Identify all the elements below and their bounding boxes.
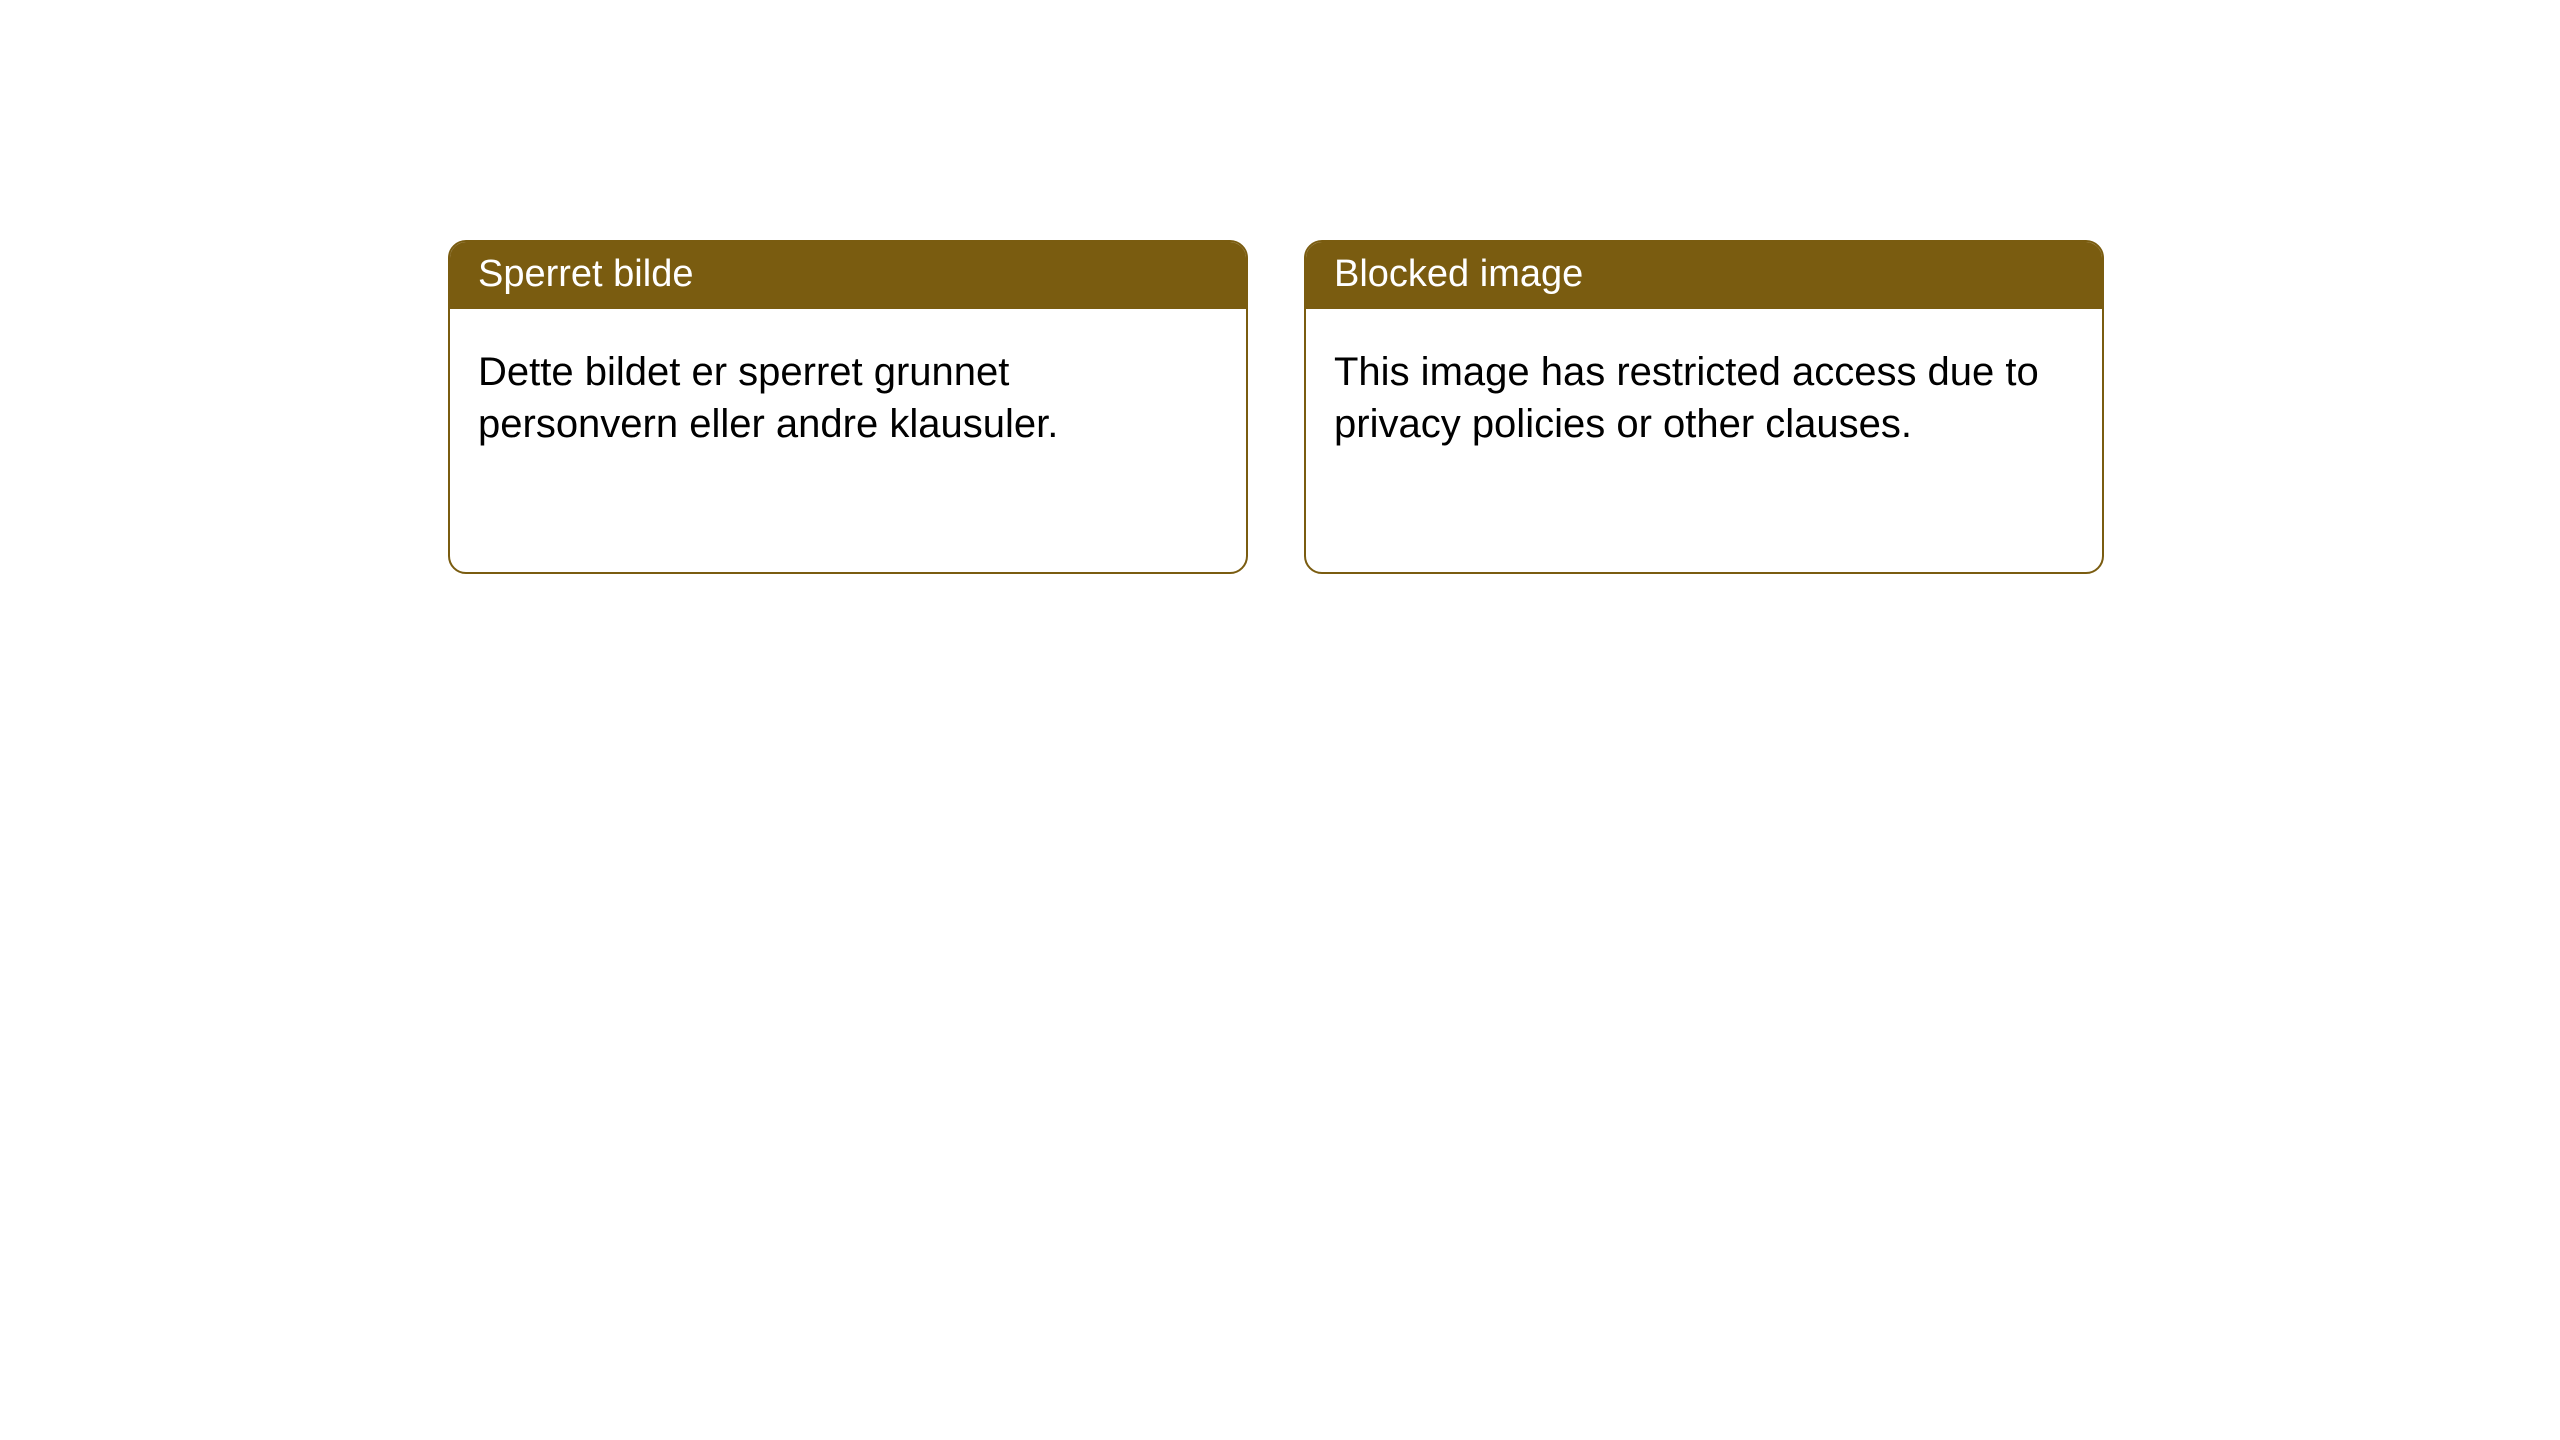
blocked-image-card-no: Sperret bilde Dette bildet er sperret gr…	[448, 240, 1248, 574]
card-header: Sperret bilde	[450, 242, 1246, 309]
card-body-text: Dette bildet er sperret grunnet personve…	[478, 350, 1058, 445]
notice-container: Sperret bilde Dette bildet er sperret gr…	[0, 0, 2560, 574]
card-body: Dette bildet er sperret grunnet personve…	[450, 309, 1246, 477]
blocked-image-card-en: Blocked image This image has restricted …	[1304, 240, 2104, 574]
card-header: Blocked image	[1306, 242, 2102, 309]
card-title: Sperret bilde	[478, 253, 693, 295]
card-title: Blocked image	[1334, 253, 1583, 295]
card-body-text: This image has restricted access due to …	[1334, 350, 2039, 445]
card-body: This image has restricted access due to …	[1306, 309, 2102, 477]
